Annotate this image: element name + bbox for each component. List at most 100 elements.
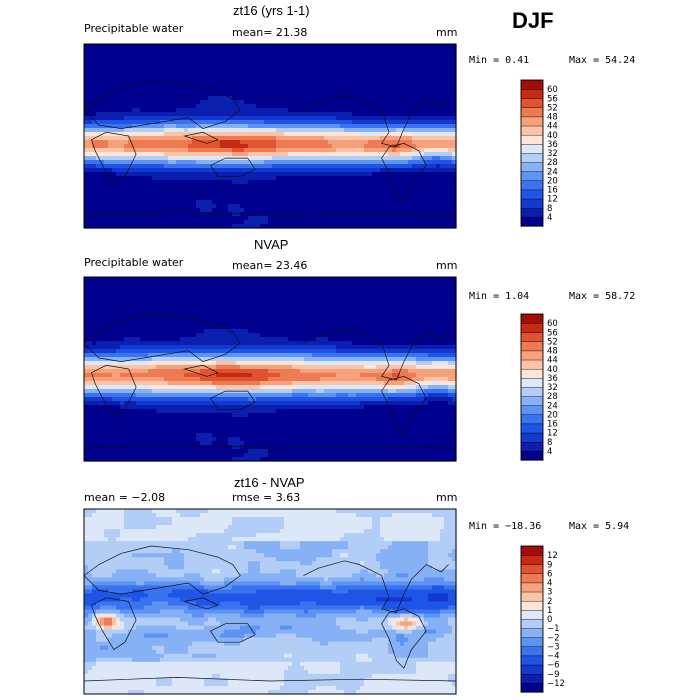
map-cell [84,68,89,73]
map-cell [448,112,453,117]
map-cell [140,208,145,213]
map-cell [272,80,277,85]
map-cell [344,224,349,229]
map-cell [140,285,145,290]
map-cell [176,80,181,85]
map-cell [96,68,101,73]
map-cell [92,152,97,157]
map-cell [232,80,237,85]
map-cell [100,216,105,221]
map-cell [316,277,321,282]
map-cell [440,176,445,181]
map-cell [108,108,113,113]
map-cell [360,212,365,217]
map-cell [96,48,101,53]
map-cell [164,281,169,286]
map-cell [196,188,201,193]
map-cell [200,44,205,49]
map-cell [408,204,413,209]
map-cell [268,164,273,169]
map-cell [324,184,329,189]
map-cell [120,164,125,169]
map-cell [288,156,293,161]
map-cell [364,160,369,165]
map-cell [268,88,273,93]
map-cell [300,192,305,197]
map-cell [356,301,361,306]
map-cell [400,76,405,81]
map-cell [304,281,309,286]
map-cell [184,196,189,201]
map-cell [300,132,305,137]
map-cell [168,156,173,161]
map-cell [208,108,213,113]
map-cell [308,285,313,290]
map-cell [96,120,101,125]
map-cell [304,289,309,294]
map-cell [216,188,221,193]
map-cell [396,160,401,165]
map-cell [292,184,297,189]
map-cell [152,180,157,185]
map-cell [260,148,265,153]
map-cell [388,160,393,165]
map-cell [312,281,317,286]
map-cell [412,144,417,149]
map-cell [296,192,301,197]
map-cell [176,140,181,145]
map-cell [160,132,165,137]
map-cell [112,120,117,125]
map-cell [192,160,197,165]
map-cell [100,208,105,213]
map-cell [324,216,329,221]
map-cell [328,148,333,153]
map-cell [320,44,325,49]
map-cell [228,285,233,290]
map-cell [388,96,393,101]
map-cell [84,212,89,217]
map-cell [360,204,365,209]
map-cell [412,104,417,109]
map-cell [404,56,409,61]
map-cell [392,132,397,137]
map-cell [320,192,325,197]
map-cell [348,220,353,225]
map-cell [132,68,137,73]
map-cell [432,196,437,201]
map-cell [364,164,369,169]
map-cell [196,132,201,137]
map-cell [124,180,129,185]
map-cell [296,176,301,181]
map-cell [260,160,265,165]
map-cell [396,204,401,209]
map-cell [96,52,101,57]
map-cell [356,281,361,286]
map-cell [408,136,413,141]
map-cell [244,297,249,302]
map-cell [208,289,213,294]
map-cell [452,68,457,73]
map-cell [352,297,357,302]
map-cell [440,64,445,69]
map-cell [364,76,369,81]
map-cell [124,281,129,286]
map-cell [180,301,185,306]
map-cell [192,148,197,153]
map-cell [392,164,397,169]
map-cell [416,120,421,125]
map-cell [336,64,341,69]
map-cell [316,204,321,209]
map-cell [124,224,129,229]
map-cell [260,168,265,173]
map-cell [104,116,109,121]
map-cell [388,184,393,189]
map-cell [272,220,277,225]
map-cell [300,196,305,201]
map-cell [188,172,193,177]
map-cell [308,180,313,185]
map-cell [108,100,113,105]
map-cell [132,52,137,57]
map-cell [392,104,397,109]
map-cell [196,136,201,141]
map-cell [108,44,113,49]
